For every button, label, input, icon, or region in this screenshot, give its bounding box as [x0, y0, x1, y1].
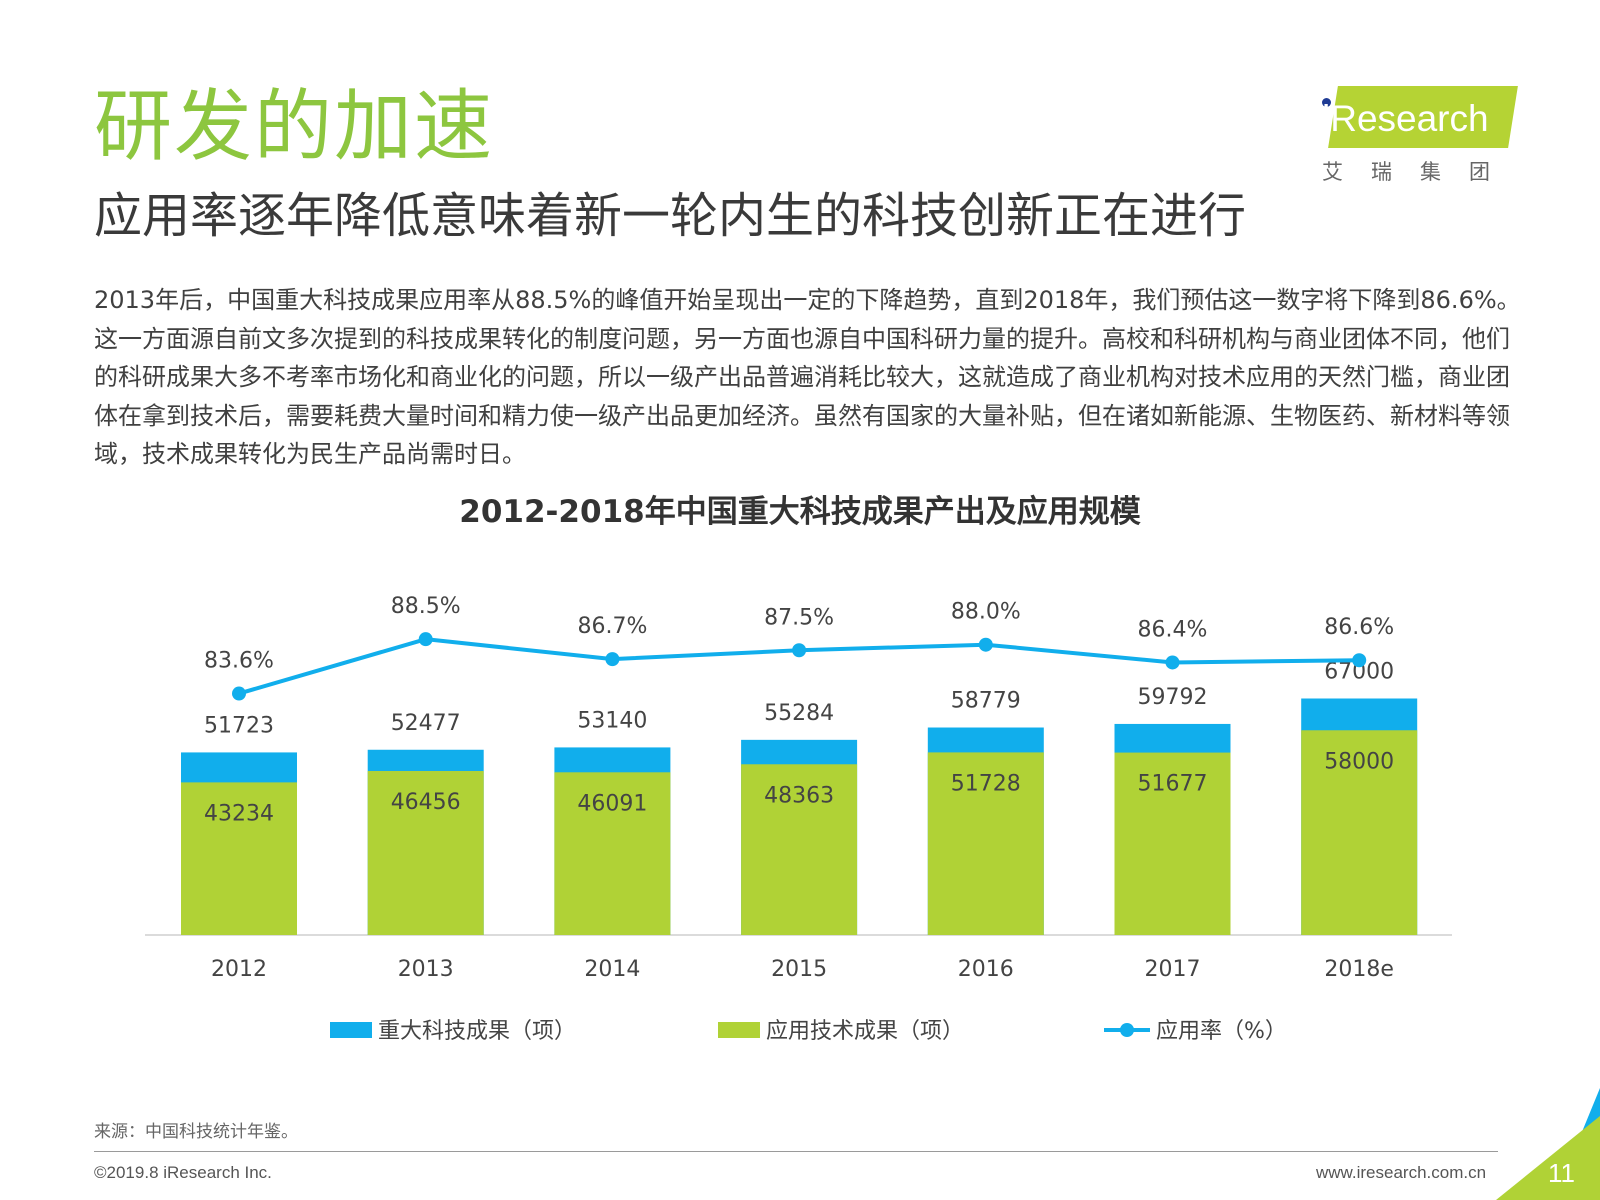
corner-decoration: [1496, 1088, 1600, 1200]
x-tick-2012: 2012: [211, 957, 267, 982]
label-total-2015: 55284: [764, 701, 834, 726]
page-title: 研发的加速: [94, 82, 495, 172]
legend-label-applied: 应用技术成果（项）: [766, 1019, 964, 1044]
x-tick-2016: 2016: [958, 957, 1014, 982]
rate-label-2014: 86.7%: [577, 614, 647, 639]
logo-wordmark: iResearch: [1322, 98, 1489, 139]
label-applied-2014: 46091: [577, 791, 647, 816]
body-paragraph: 2013年后，中国重大科技成果应用率从88.5%的峰值开始呈现出一定的下降趋势，…: [94, 286, 1521, 468]
bar-applied-2016: [927, 752, 1044, 935]
logo-dot-icon: [1322, 98, 1331, 107]
bar-applied-2013: [367, 771, 484, 935]
legend-label-total: 重大科技成果（项）: [378, 1019, 576, 1044]
rate-point-2017: [1165, 655, 1180, 670]
bar-applied-2015: [741, 764, 858, 935]
label-applied-2018e: 58000: [1324, 749, 1394, 774]
bar-applied-2012: [181, 782, 297, 935]
label-applied-2016: 51728: [951, 771, 1021, 796]
legend-swatch-total: [330, 1022, 372, 1038]
bar-applied-2014: [554, 772, 671, 935]
source-note: 来源：中国科技统计年鉴。: [94, 1122, 298, 1142]
copyright: ©2019.8 iResearch Inc.: [94, 1163, 272, 1182]
label-applied-2015: 48363: [764, 783, 834, 808]
x-tick-2013: 2013: [398, 957, 454, 982]
rate-point-2013: [418, 632, 433, 647]
iresearch-logo: iResearch 艾瑞集团: [1318, 86, 1518, 186]
bar-applied-2017: [1114, 752, 1231, 935]
chart-canvas: 51723 43234 2012 52477 46456 2013 53140 46091 20…: [145, 594, 1452, 1044]
rate-label-2012: 83.6%: [204, 649, 274, 674]
x-tick-2018e: 2018e: [1324, 957, 1394, 982]
label-applied-2017: 51677: [1138, 772, 1208, 797]
legend-label-rate: 应用率（%）: [1156, 1019, 1287, 1044]
footer-divider: [94, 1151, 1498, 1152]
label-total-2014: 53140: [577, 708, 647, 733]
website-url: www.iresearch.com.cn: [1316, 1163, 1487, 1182]
rate-point-2018e: [1352, 653, 1367, 668]
legend-marker-rate: [1120, 1023, 1134, 1037]
x-tick-2015: 2015: [771, 957, 827, 982]
rate-label-2016: 88.0%: [951, 600, 1021, 625]
label-total-2012: 51723: [204, 713, 274, 738]
rate-point-2015: [792, 643, 807, 658]
bar-applied-2018e: [1301, 730, 1418, 935]
rate-label-2013: 88.5%: [391, 594, 461, 619]
rate-point-2014: [605, 652, 620, 667]
page-number: 11: [1548, 1158, 1575, 1188]
legend-swatch-applied: [718, 1022, 760, 1038]
label-total-2017: 59792: [1138, 685, 1208, 710]
logo-chinese: 艾瑞集团: [1322, 160, 1518, 184]
page-subtitle: 应用率逐年降低意味着新一轮内生的科技创新正在进行: [94, 188, 1247, 244]
label-applied-2012: 43234: [204, 801, 274, 826]
rate-label-2018e: 86.6%: [1324, 615, 1394, 640]
x-tick-2017: 2017: [1145, 957, 1201, 982]
label-applied-2013: 46456: [391, 790, 461, 815]
x-tick-2014: 2014: [584, 957, 640, 982]
label-total-2013: 52477: [391, 711, 461, 736]
rate-label-2017: 86.4%: [1138, 617, 1208, 642]
chart-title: 2012-2018年中国重大科技成果产出及应用规模: [459, 494, 1141, 530]
rate-point-2016: [978, 637, 993, 652]
label-total-2016: 58779: [951, 689, 1021, 714]
rate-point-2012: [232, 686, 246, 701]
rate-label-2015: 87.5%: [764, 605, 834, 630]
